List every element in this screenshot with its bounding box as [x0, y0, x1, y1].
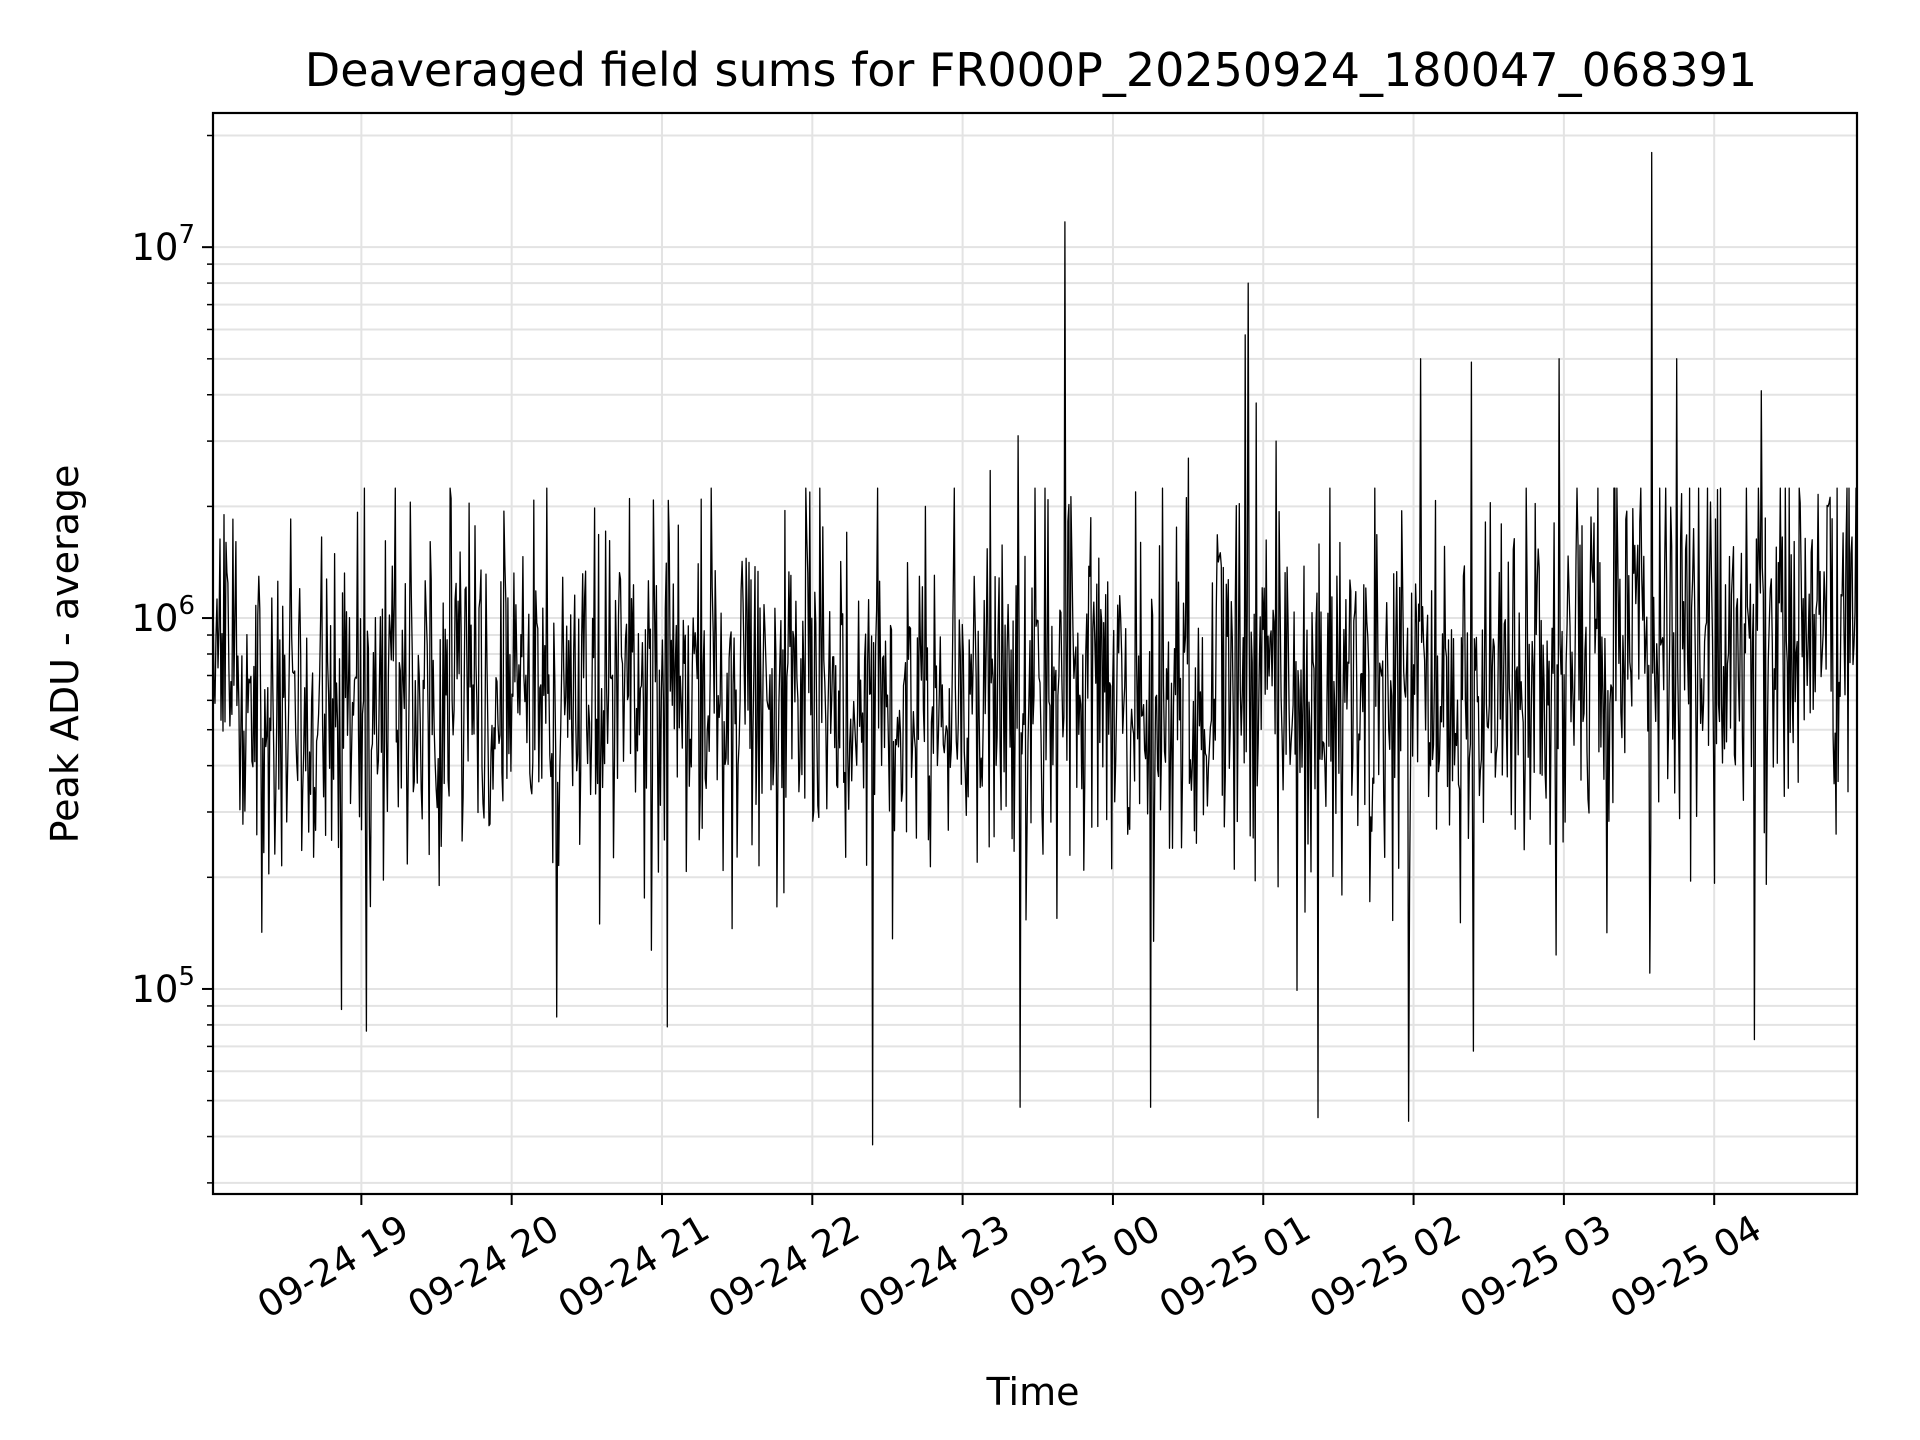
chart-title: Deaveraged field sums for FR000P_2025092…	[305, 43, 1757, 97]
x-axis-label: Time	[986, 1370, 1080, 1414]
y-axis-ticks: 105 106 107	[131, 134, 213, 1184]
y-tick-label: 107	[131, 220, 195, 269]
grid	[213, 113, 1857, 1194]
series-line	[212, 151, 1858, 1146]
data-series	[212, 151, 1858, 1146]
y-axis-label: Peak ADU - average	[43, 465, 87, 844]
y-tick-label: 105	[131, 962, 195, 1011]
y-tick-label: 106	[131, 591, 195, 640]
